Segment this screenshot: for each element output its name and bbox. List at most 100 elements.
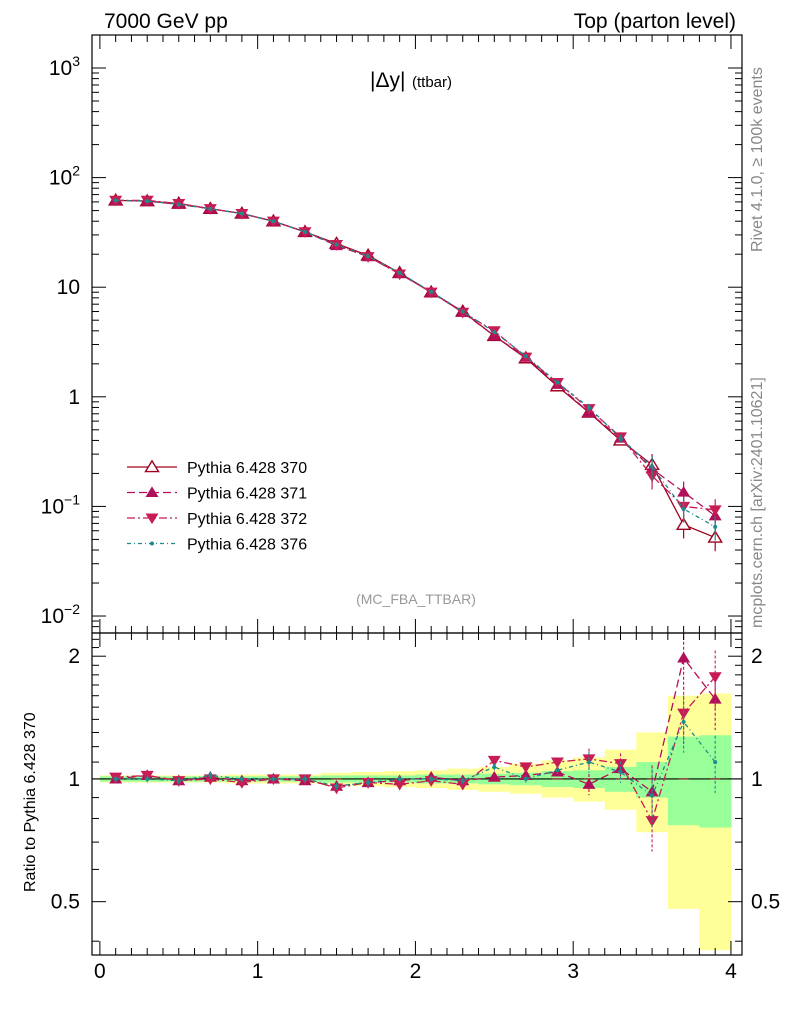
ratio-point	[519, 769, 533, 780]
series-3	[113, 198, 718, 541]
data-point	[113, 198, 118, 203]
legend-label: Pythia 6.428 372	[187, 511, 307, 528]
ratio-y-tick-label-right: 1	[751, 768, 763, 791]
ratio-y-tick-label: 0.5	[51, 891, 80, 914]
data-point	[208, 206, 213, 211]
ratio-y-tick-label: 1	[68, 768, 80, 791]
y-tick-label: 10−1	[41, 491, 81, 518]
y-tick-label: 1	[68, 386, 80, 409]
ratio-y-tick-label-right: 0.5	[751, 891, 780, 914]
ratio-plot-frame	[91, 632, 743, 956]
y-tick-label: 103	[49, 53, 80, 80]
mcplots-label: mcplots.cern.ch [arXiv:2401.10621]	[749, 377, 766, 628]
y-tick-label: 102	[49, 163, 80, 190]
y-tick-label: 10	[57, 276, 80, 299]
x-tick-label: 1	[252, 960, 264, 983]
plot-title: |Δy|	[370, 69, 405, 92]
ratio-point	[203, 774, 217, 786]
ratio-point	[334, 784, 339, 789]
data-point	[397, 270, 402, 275]
ratio-y-axis-label: Ratio to Pythia 6.428 370	[22, 712, 39, 892]
ratio-point	[519, 762, 533, 774]
x-tick-label: 4	[725, 960, 737, 983]
ratio-point	[145, 776, 150, 781]
ratio-panel: 0 1 2 3 4 0.5 0.5 1 1 2 2 Ratio to Pythia 6.428 37…	[22, 631, 780, 983]
data-point	[650, 464, 655, 469]
ratio-point	[487, 755, 501, 767]
ratio-point	[586, 760, 591, 765]
ratio-line	[115, 720, 716, 797]
ratio-point	[487, 771, 501, 782]
data-point	[681, 506, 686, 511]
legend-marker	[150, 541, 154, 546]
ratio-point	[456, 779, 470, 791]
ratio-point	[523, 776, 528, 781]
series-1	[109, 194, 722, 530]
energy-label: 7000 GeV pp	[104, 10, 228, 33]
data-point	[302, 229, 307, 234]
x-tick-label: 3	[567, 960, 579, 983]
legend-label: Pythia 6.428 376	[187, 537, 307, 554]
data-point	[677, 485, 691, 497]
data-point	[708, 505, 722, 517]
ratio-point	[208, 773, 213, 778]
ratio-point	[582, 778, 596, 789]
ratio-point	[618, 769, 623, 774]
data-point	[492, 330, 497, 335]
data-point	[675, 517, 692, 531]
rivet-version-label: Rivet 4.1.0, ≥ 100k events	[749, 67, 766, 252]
ratio-point	[302, 776, 307, 781]
ratio-point	[235, 777, 249, 789]
legend-label: Pythia 6.428 370	[187, 460, 307, 477]
legend-marker	[145, 486, 159, 498]
ratio-point	[393, 779, 407, 791]
data-point	[366, 254, 371, 259]
ratio-point	[681, 719, 686, 724]
plot-title-sub: (ttbar)	[412, 74, 452, 91]
x-tick-label: 0	[94, 960, 106, 983]
data-point	[239, 211, 244, 216]
ratio-point	[460, 778, 465, 783]
y-tick-label: 10−2	[41, 601, 81, 628]
x-tick-label: 2	[410, 960, 422, 983]
ratio-point	[397, 776, 402, 781]
ratio-point	[677, 708, 691, 720]
ratio-point	[113, 776, 118, 781]
ratio-y-tick-label-right: 2	[751, 645, 763, 668]
data-point	[555, 380, 560, 385]
data-point	[586, 405, 591, 410]
legend: Pythia 6.428 370 Pythia 6.428 371 Pythia 6…	[127, 459, 307, 554]
ratio-point	[429, 776, 434, 781]
main-panel: 10−2 10−1 1 10 102 103 |Δy| (ttbar) (MC_FBA_T…	[41, 34, 743, 634]
ratio-point	[650, 793, 655, 798]
ratio-point	[492, 764, 497, 769]
ratio-point	[176, 778, 181, 783]
ratio-point	[708, 672, 722, 684]
ratio-point	[550, 757, 564, 769]
data-point	[618, 436, 623, 441]
data-point	[145, 199, 150, 204]
data-point	[713, 524, 718, 529]
ratio-line	[115, 676, 716, 823]
data-point	[429, 289, 434, 294]
legend-label: Pythia 6.428 371	[187, 486, 307, 503]
data-point	[460, 309, 465, 314]
ratio-point	[271, 776, 276, 781]
ratio-point	[555, 768, 560, 773]
ratio-point	[677, 651, 691, 663]
ratio-series-3	[113, 695, 718, 827]
ratio-point	[713, 760, 718, 765]
series-line	[115, 199, 716, 528]
data-point	[334, 242, 339, 247]
data-point	[176, 202, 181, 207]
ratio-y-tick-label: 2	[68, 645, 80, 668]
analysis-label: (MC_FBA_TTBAR)	[356, 591, 476, 607]
data-point	[271, 219, 276, 224]
ratio-point	[239, 776, 244, 781]
process-label: Top (parton level)	[574, 10, 736, 33]
ratio-point	[366, 780, 371, 785]
legend-marker	[144, 459, 160, 473]
legend-marker	[145, 513, 159, 525]
data-point	[523, 354, 528, 359]
